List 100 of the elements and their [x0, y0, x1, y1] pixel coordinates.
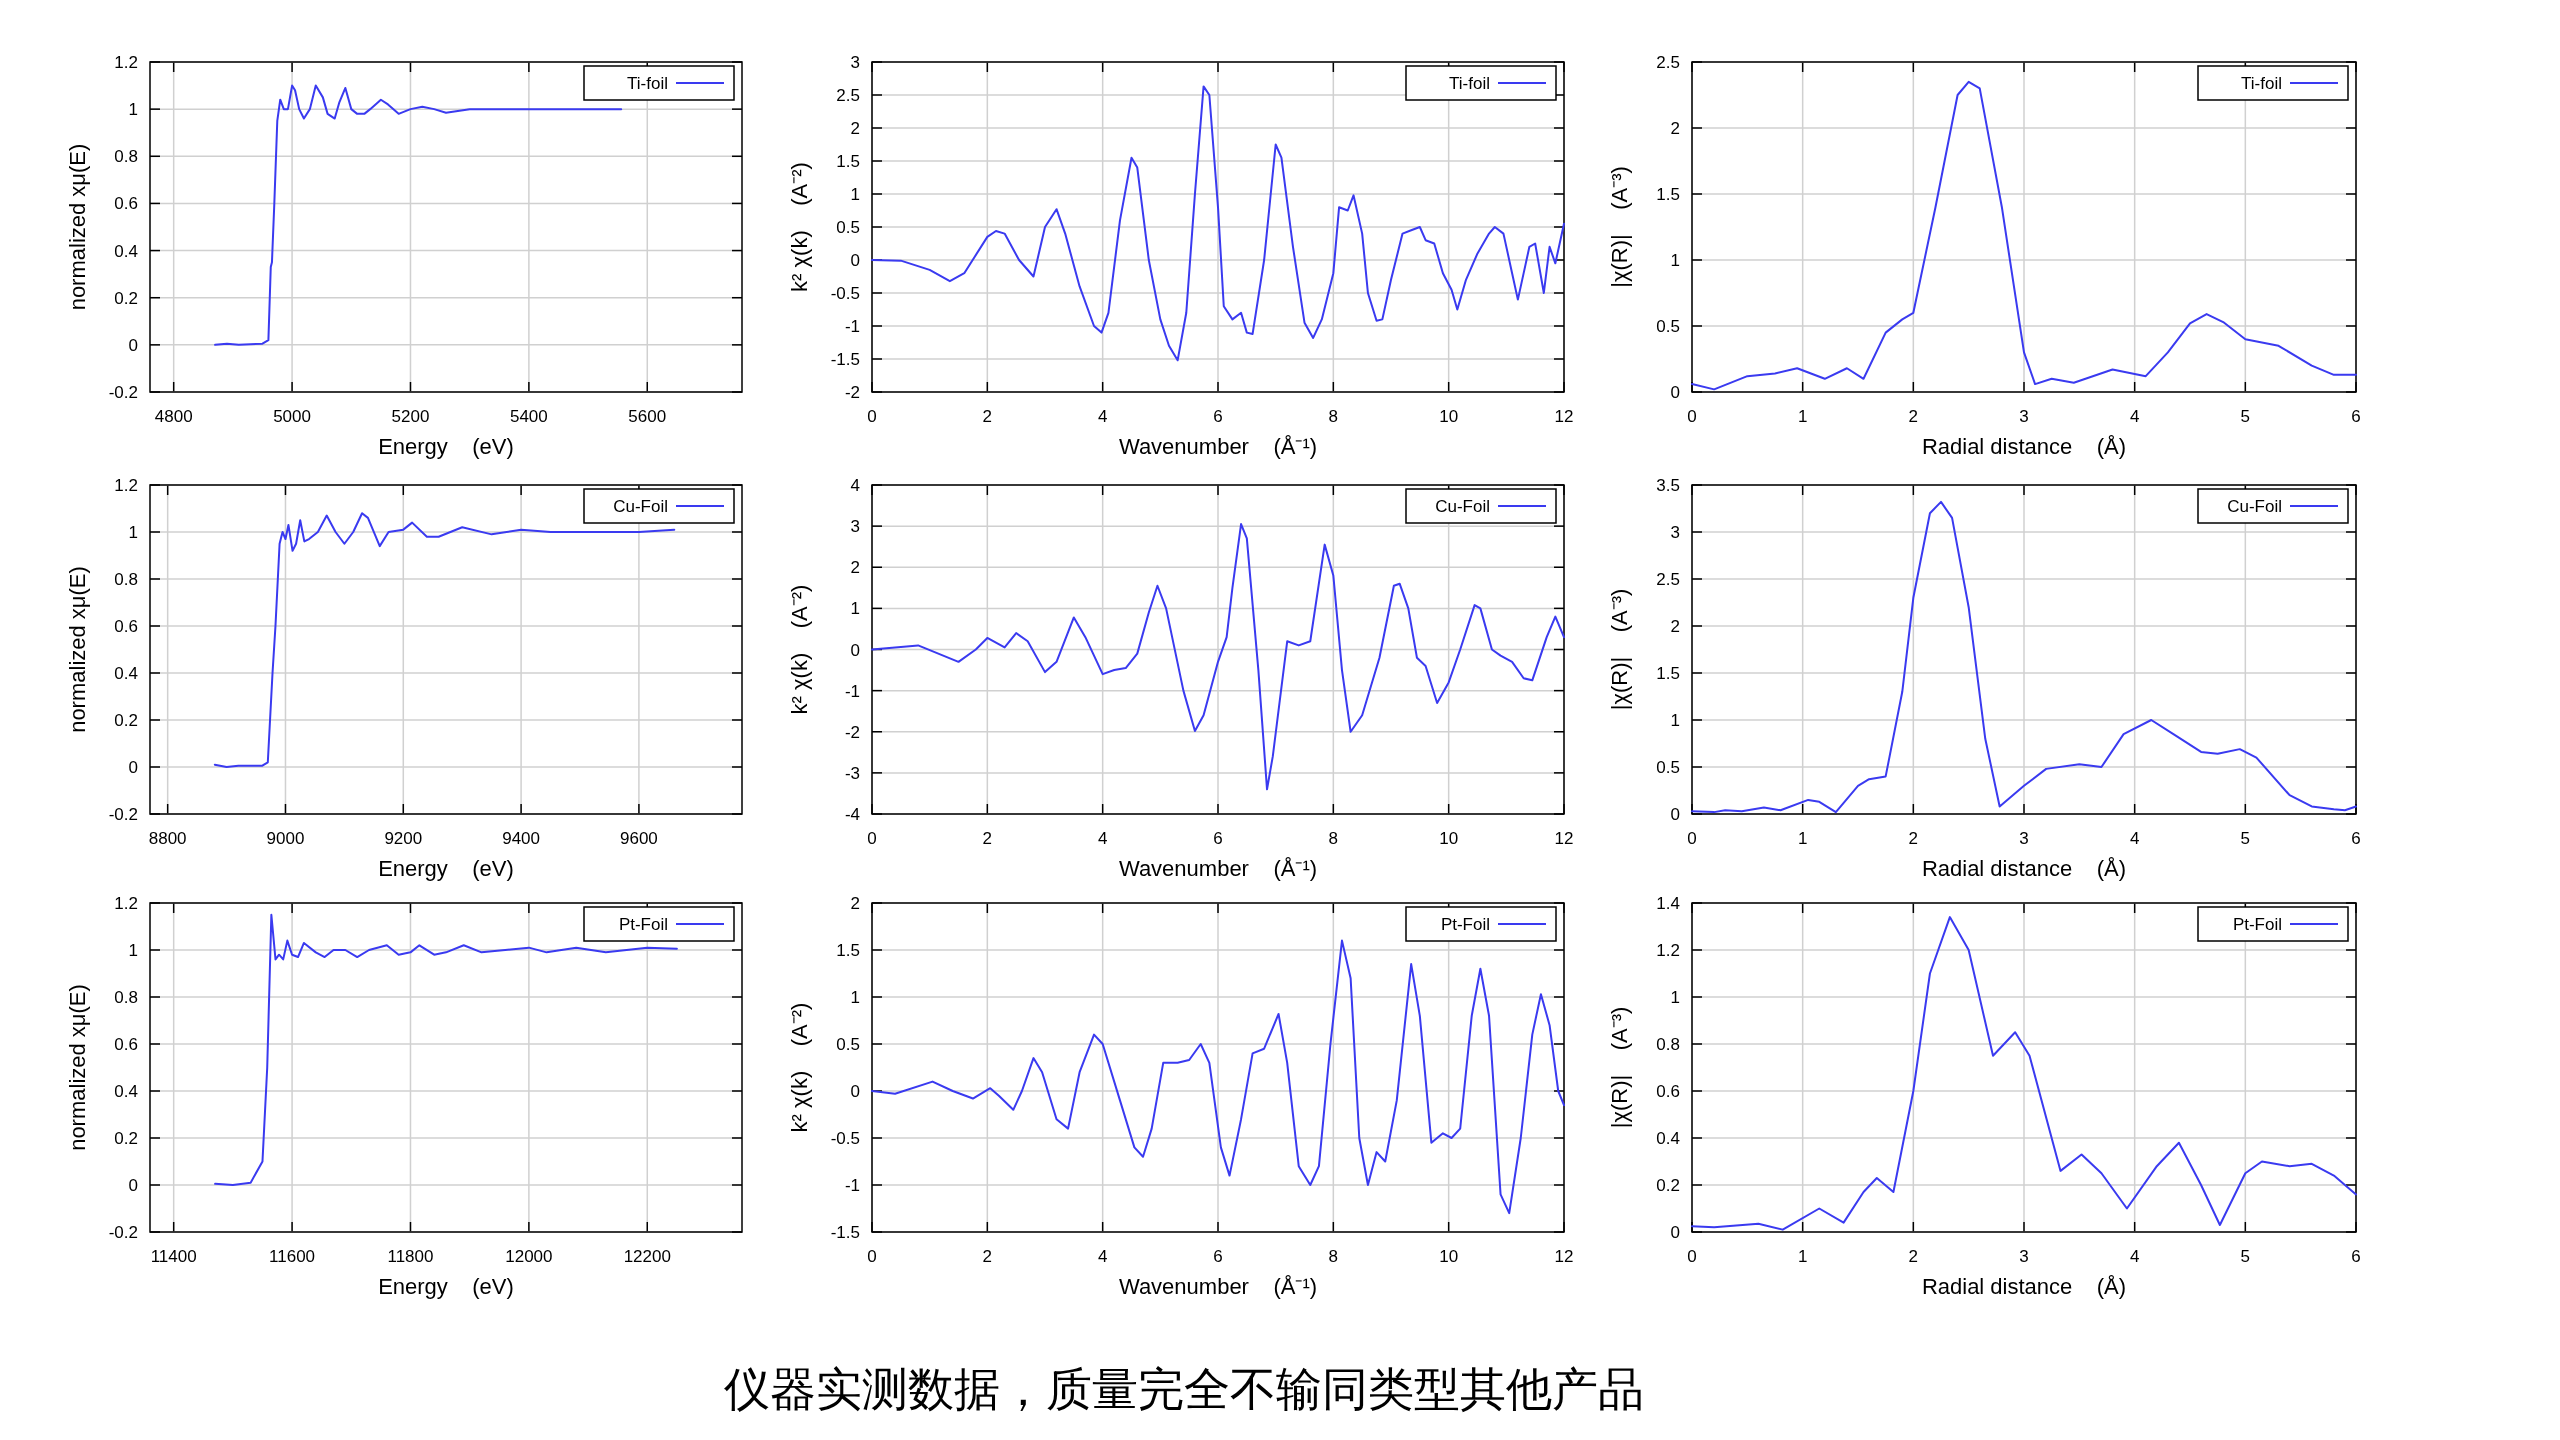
y-axis-title: |χ(R)| (A⁻³) [1607, 588, 1632, 711]
x-tick-label: 6 [2351, 1247, 2361, 1266]
y-tick-label: 1.5 [1656, 664, 1680, 683]
x-tick-label: 2 [1908, 829, 1919, 848]
x-tick-label: 12 [1554, 1247, 1574, 1266]
line-series [214, 84, 623, 346]
x-tick-label: 0 [867, 1247, 877, 1266]
x-tick-label: 0 [867, 829, 877, 848]
y-tick-label: 1.2 [1656, 941, 1680, 960]
x-tick-label: 5400 [509, 407, 548, 426]
x-tick-label: 4 [2129, 1247, 2140, 1266]
y-tick-label: 3 [850, 53, 860, 72]
x-tick-label: 8 [1328, 829, 1339, 848]
y-tick-label: -0.5 [830, 284, 860, 303]
y-axis-title: normalized xμ(E) [65, 566, 90, 733]
y-axis-title: normalized xμ(E) [65, 984, 90, 1151]
y-tick-label: 1.5 [836, 941, 860, 960]
x-tick-label: 8 [1328, 1247, 1339, 1266]
x-tick-label: 2 [982, 829, 993, 848]
x-tick-label: 1 [1797, 1247, 1808, 1266]
y-tick-label: 0.4 [114, 241, 138, 261]
x-axis-title: Energy (eV) [378, 856, 514, 881]
y-tick-label: 1 [1670, 988, 1680, 1007]
y-tick-label: 2 [850, 558, 860, 578]
legend-label: Cu-Foil [613, 497, 668, 516]
y-tick-label: 0 [850, 251, 860, 270]
legend-label: Ti-foil [627, 74, 668, 93]
x-tick-label: 6 [2351, 829, 2361, 848]
y-tick-label: -1 [844, 681, 860, 701]
y-tick-label: 2 [850, 894, 860, 913]
y-axis-title: |χ(R)| (A⁻³) [1607, 166, 1632, 288]
x-tick-label: 5 [2240, 829, 2251, 848]
y-tick-label: 1 [1670, 711, 1680, 730]
y-tick-label: -4 [844, 805, 860, 824]
x-tick-label: 8 [1328, 407, 1339, 426]
legend-label: Ti-foil [2241, 74, 2282, 93]
line-series [871, 523, 1565, 791]
x-axis-title: Radial distance (Å) [1921, 434, 2127, 459]
x-tick-label: 9000 [266, 829, 305, 848]
x-tick-label: 6 [1213, 1247, 1223, 1266]
y-tick-label: 2.5 [1656, 53, 1680, 72]
x-axis-title: Wavenumber (Å⁻¹) [1118, 856, 1318, 881]
y-tick-label: -0.5 [830, 1129, 860, 1148]
y-tick-label: 1 [850, 185, 860, 204]
x-tick-label: 11600 [269, 1247, 316, 1266]
y-tick-label: 2.5 [1656, 570, 1680, 589]
y-tick-label: 0.5 [1656, 317, 1680, 336]
y-tick-label: -2 [844, 722, 860, 742]
y-tick-label: 0.2 [114, 711, 138, 730]
legend-label: Pt-Foil [1440, 915, 1490, 934]
y-tick-label: 0.2 [1656, 1176, 1680, 1195]
y-tick-label: 1 [128, 941, 138, 960]
x-tick-label: 5000 [273, 407, 311, 426]
x-tick-label: 9400 [502, 829, 541, 848]
x-tick-label: 0 [1687, 407, 1697, 426]
x-tick-label: 9600 [620, 829, 658, 848]
line-series [214, 913, 678, 1186]
x-tick-label: 0 [1687, 829, 1697, 848]
x-tick-label: 2 [1908, 1247, 1919, 1266]
y-tick-label: 0.6 [114, 617, 138, 636]
y-tick-label: 1.2 [114, 894, 138, 913]
y-tick-label: -1 [844, 1176, 860, 1195]
y-axis-title: k² χ(k) (A⁻²) [787, 584, 812, 715]
y-tick-label: 0 [1670, 383, 1680, 402]
x-tick-label: 10 [1439, 829, 1459, 848]
y-tick-label: 0.8 [114, 147, 138, 167]
y-tick-label: 0.5 [836, 1035, 860, 1054]
y-tick-label: 0 [850, 640, 860, 660]
legend-label: Cu-Foil [2227, 497, 2282, 516]
y-tick-label: 3.5 [1656, 476, 1680, 495]
y-tick-label: 2.5 [836, 86, 860, 105]
y-tick-label: 4 [850, 476, 860, 495]
x-tick-label: 1 [1797, 407, 1808, 426]
y-axis-title: |χ(R)| (A⁻³) [1607, 1006, 1632, 1129]
x-tick-label: 0 [1687, 1247, 1697, 1266]
x-tick-label: 3 [2019, 829, 2029, 848]
legend-label: Pt-Foil [2232, 915, 2282, 934]
x-tick-label: 10 [1439, 407, 1459, 426]
x-tick-label: 12 [1554, 829, 1574, 848]
x-tick-label: 12 [1554, 407, 1574, 426]
x-tick-label: 12000 [505, 1247, 553, 1266]
y-tick-label: 2 [1670, 119, 1680, 138]
y-axis-title: k² χ(k) (A⁻²) [787, 162, 812, 292]
x-tick-label: 11400 [150, 1247, 197, 1266]
x-tick-label: 4 [2129, 829, 2140, 848]
y-tick-label: 0.8 [114, 570, 138, 589]
y-tick-label: 0.4 [114, 664, 138, 683]
x-tick-label: 2 [982, 1247, 993, 1266]
y-tick-label: 0.5 [836, 218, 860, 237]
y-tick-label: 1.2 [114, 476, 138, 495]
y-tick-label: 1 [1670, 251, 1680, 270]
y-tick-label: 1.5 [836, 152, 860, 171]
y-tick-label: 0.2 [114, 288, 138, 308]
x-tick-label: 4 [1097, 407, 1108, 426]
x-tick-label: 4 [2129, 407, 2140, 426]
y-tick-label: 1 [850, 599, 860, 619]
x-axis-title: Energy (eV) [378, 434, 514, 459]
x-axis-title: Energy (eV) [378, 1274, 514, 1299]
y-tick-label: 0.6 [114, 1035, 138, 1054]
x-tick-label: 0 [867, 407, 877, 426]
